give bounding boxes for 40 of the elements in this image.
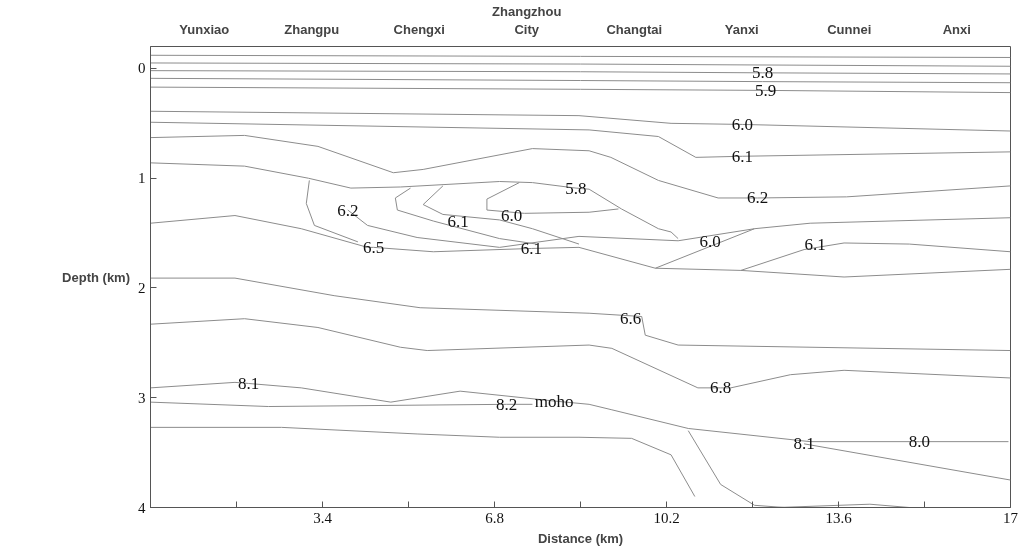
x-axis-title: Distance (km) [537,530,624,546]
text: Zhangpu [284,21,340,37]
annotation: 8.1 [793,434,815,454]
y-tick-label: 4 [138,499,146,516]
annotation: 5.9 [755,80,777,100]
y-tick-label: 3 [138,389,146,406]
text: Zhangzhou City [492,3,562,37]
annotation: 6.2 [746,188,769,208]
annotation: 6.5 [362,237,385,257]
y-tick-label: 1 [138,170,146,187]
text: Yunxiao [179,21,230,37]
annotation: moho [534,391,574,411]
x-tick-label: 10.2 [653,509,680,526]
x-tick-label: 3.4 [313,509,333,526]
annotation: 6.0 [501,206,523,226]
annotation: 6.1 [804,234,826,254]
y-tick-label: 0 [138,60,146,77]
annotation: 6.2 [337,200,359,220]
text: Yanxi [724,21,759,37]
y-tick-label: 2 [138,279,146,296]
annotation: 6.1 [447,211,469,231]
annotation: 6.0 [699,232,721,252]
text: Chengxi [393,21,445,37]
annotation: 6.1 [520,238,543,258]
y-axis-title: Depth (km) [62,269,130,285]
annotation: 5.8 [751,63,774,83]
text: Changtai [606,21,663,37]
annotation: 6.0 [731,114,754,134]
annotation: 8.1 [238,373,260,393]
x-tick-label: 17 [1003,509,1019,526]
annotation: 6.6 [619,309,642,329]
x-tick-label: 6.8 [485,509,504,526]
annotation: 6.1 [731,146,754,166]
x-tick-label: 13.6 [825,509,853,526]
annotation: 8.2 [496,394,518,414]
annotation: 8.0 [908,432,931,452]
annotation: 6.8 [710,378,732,398]
text: Cunnei [827,21,872,37]
annotation: 5.8 [565,178,587,198]
text: Anxi [942,21,971,37]
